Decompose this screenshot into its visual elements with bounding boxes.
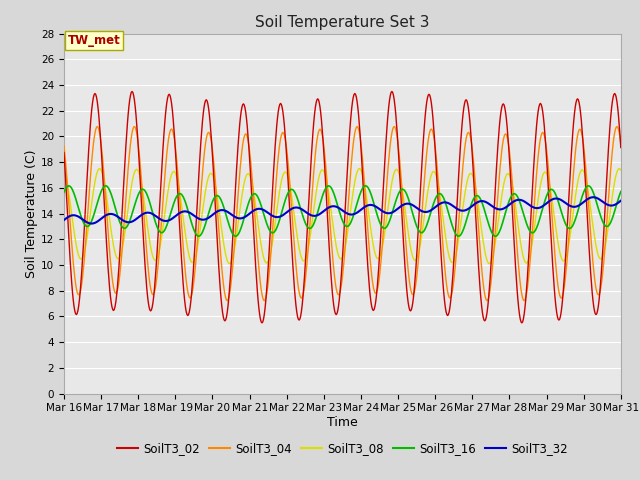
Legend: SoilT3_02, SoilT3_04, SoilT3_08, SoilT3_16, SoilT3_32: SoilT3_02, SoilT3_04, SoilT3_08, SoilT3_… [112, 437, 573, 460]
X-axis label: Time: Time [327, 416, 358, 429]
Y-axis label: Soil Temperature (C): Soil Temperature (C) [25, 149, 38, 278]
Text: TW_met: TW_met [68, 34, 120, 47]
Title: Soil Temperature Set 3: Soil Temperature Set 3 [255, 15, 429, 30]
